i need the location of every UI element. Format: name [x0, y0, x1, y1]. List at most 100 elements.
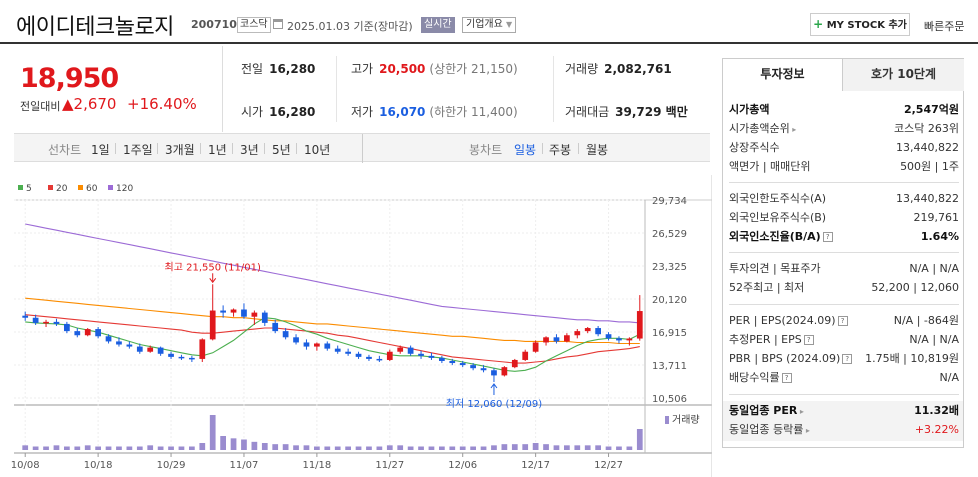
info-row-sector-per[interactable]: 동일업종 PER ▸ 11.32배: [729, 404, 959, 417]
volume: 거래량 2,082,761: [565, 62, 672, 76]
quick-order-link[interactable]: 빠른주문: [924, 20, 965, 33]
candle: [501, 367, 508, 376]
info-row-par-value: 액면가 | 매매단위 500원 | 1주: [729, 160, 959, 173]
volume-bar: [449, 446, 456, 450]
volume-bar: [189, 446, 195, 450]
arrow-up-icon: [490, 383, 498, 389]
info-row-sector-change[interactable]: 동일업종 등락률 ▸ +3.22%: [729, 423, 959, 436]
period-5y[interactable]: 5년: [272, 143, 291, 157]
info-row-pbr-bps: PBR | BPS (2024.09)? 1.75배 | 10,819원: [729, 352, 959, 365]
volume-bar: [43, 446, 49, 450]
stock-code: 200710: [191, 18, 237, 31]
candle-weekly[interactable]: 주봉: [549, 143, 572, 157]
tab-investment-info[interactable]: 투자정보: [723, 59, 843, 91]
x-tick-label: 12/06: [448, 460, 477, 471]
x-tick-label: 12/27: [594, 460, 623, 471]
stock-name: 에이디테크놀로지: [16, 15, 174, 40]
realtime-button[interactable]: 실시간: [421, 17, 455, 33]
y-tick-label: 20,120: [652, 295, 687, 306]
info-row-cap-rank[interactable]: 시가총액순위 ▸ 코스닥 263위: [729, 122, 959, 135]
stock-chart[interactable]: 29,734 26,529 23,325 20,120 16,915 13,711 10,5…: [0, 175, 712, 477]
volume-bar: [64, 446, 70, 450]
volume-bar: [22, 445, 29, 450]
info-row-foreign-limit: 외국인한도주식수(A) 13,440,822: [729, 192, 959, 205]
legend-item: 20: [56, 184, 68, 194]
x-tick-label: 10/08: [11, 460, 40, 471]
candle: [314, 343, 320, 347]
company-info-button[interactable]: 기업개요 ▼: [462, 17, 517, 33]
candle: [366, 356, 372, 359]
moving-average-line-ma20: [25, 314, 640, 364]
volume-bar: [564, 445, 570, 450]
period-10y[interactable]: 10년: [304, 143, 331, 157]
candle: [241, 309, 247, 317]
volume-bar: [345, 446, 351, 450]
help-icon: ?: [803, 335, 814, 345]
candle: [32, 317, 39, 323]
volume-bar: [532, 443, 539, 450]
volume-bar: [293, 445, 299, 450]
mystock-add-button[interactable]: + MY STOCK 추가: [810, 13, 910, 36]
candle: [355, 353, 362, 357]
investment-info-panel: 투자정보 호가 10단계 시가총액 2,547억원 시가총액순위 ▸ 코스닥 263…: [722, 58, 964, 448]
candle-daily[interactable]: 일봉: [514, 143, 537, 157]
volume-bar: [418, 446, 424, 450]
volume-bar: [136, 446, 143, 450]
period-1w[interactable]: 1주일: [123, 143, 153, 157]
prev-close: 전일 16,280: [241, 62, 316, 76]
candle: [209, 310, 216, 340]
moving-average-line-ma60: [25, 297, 640, 345]
volume-label: 거래량: [672, 414, 700, 426]
candle-monthly[interactable]: 월봉: [586, 143, 609, 157]
candle: [543, 337, 549, 343]
candle: [470, 365, 476, 369]
sector-block: [723, 401, 963, 441]
candle: [324, 343, 331, 349]
chevron-right-icon: ▸: [803, 426, 810, 435]
volume-bar: [116, 446, 122, 450]
candle: [230, 309, 237, 313]
volume-bar: [126, 446, 133, 450]
tab-order-book[interactable]: 호가 10단계: [843, 59, 964, 91]
candle: [136, 346, 143, 352]
candle: [386, 351, 393, 360]
candle: [574, 331, 581, 336]
candle: [595, 328, 601, 335]
candle: [84, 329, 91, 336]
volume-bar: [491, 445, 497, 450]
period-1d[interactable]: 1일: [91, 143, 110, 157]
volume-bar: [470, 446, 476, 450]
legend-item: 120: [116, 184, 133, 194]
volume-bar: [595, 445, 601, 450]
candle: [376, 358, 383, 361]
volume-bar: [626, 446, 633, 450]
period-1y[interactable]: 1년: [208, 143, 227, 157]
y-tick-label: 26,529: [652, 229, 687, 240]
low-annotation: 최저 12,060 (12/09): [446, 398, 542, 410]
x-tick-label: 11/07: [230, 460, 259, 471]
candle: [491, 370, 497, 376]
volume-bar: [314, 446, 320, 450]
candle: [43, 321, 49, 324]
info-row-per-eps: PER | EPS(2024.09)? N/A | -864원: [729, 314, 959, 327]
x-tick-label: 12/17: [521, 460, 550, 471]
x-tick-label: 11/18: [302, 460, 331, 471]
period-3m[interactable]: 3개월: [165, 143, 195, 157]
candle: [522, 351, 529, 360]
candle: [22, 315, 29, 318]
candle: [199, 339, 206, 359]
legend-item: 60: [86, 184, 98, 194]
candle: [334, 348, 341, 352]
info-row-opinion: 투자의견 | 목표주가 N/A | N/A: [729, 262, 959, 275]
legend-swatch: [18, 185, 23, 190]
volume-bar: [220, 436, 226, 450]
current-price: 18,950: [20, 63, 119, 94]
chevron-down-icon: ▼: [506, 20, 513, 29]
y-tick-label: 16,915: [652, 328, 687, 339]
trade-amount: 거래대금 39,729 백만: [565, 105, 688, 119]
candle: [418, 353, 424, 356]
volume-bar: [355, 446, 362, 450]
candle: [53, 321, 60, 324]
period-3y[interactable]: 3년: [240, 143, 259, 157]
volume-bar: [636, 429, 643, 450]
